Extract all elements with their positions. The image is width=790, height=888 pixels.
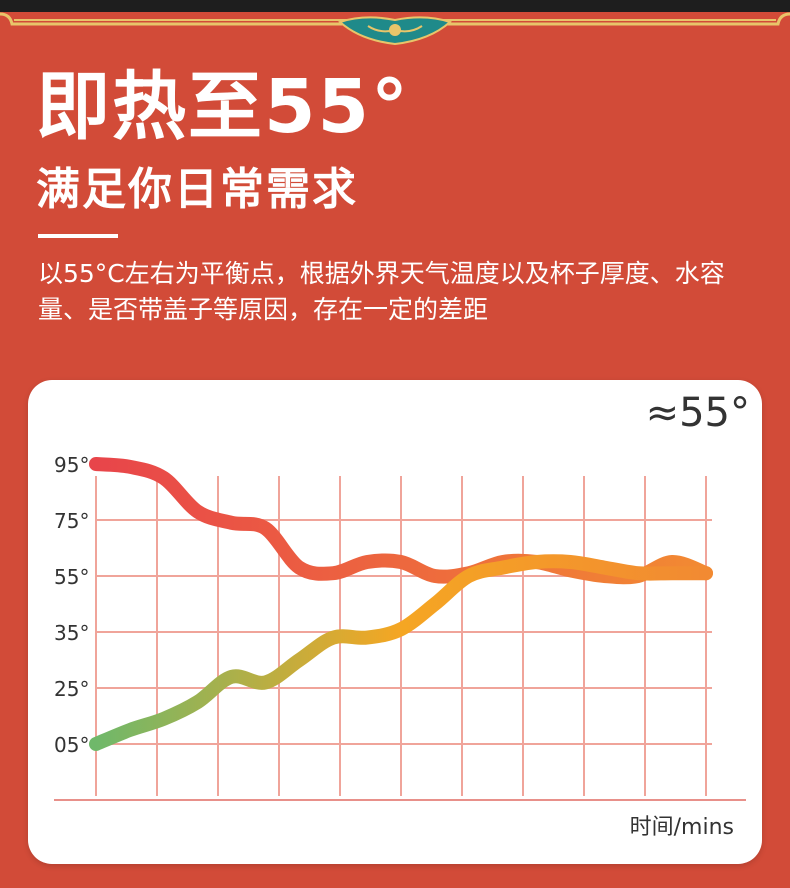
chart-card: 95° 75° 55° 35° 25° 05° [28, 380, 762, 864]
series-line-2 [89, 554, 713, 751]
y-tick-label: 25° [54, 677, 89, 701]
series-line-1 [89, 457, 713, 585]
subheadline: 满足你日常需求 [36, 164, 358, 215]
top-ornament-frame [0, 0, 790, 48]
headline: 即热至55° [36, 64, 410, 150]
temperature-chart: 95° 75° 55° 35° 25° 05° [54, 453, 746, 801]
description: 以55°C左右为平衡点，根据外界天气温度以及杯子厚度、水容量、是否带盖子等原因，… [38, 259, 725, 324]
x-axis-label: 时间/mins [629, 815, 734, 840]
y-tick-label: 35° [54, 621, 89, 645]
y-tick-label: 95° [54, 453, 89, 477]
y-tick-label: 05° [54, 733, 89, 757]
title-divider [38, 234, 118, 238]
y-tick-label: 55° [54, 565, 89, 589]
approx-temperature-annotation: ≈55° [645, 390, 750, 436]
y-tick-label: 75° [54, 509, 89, 533]
